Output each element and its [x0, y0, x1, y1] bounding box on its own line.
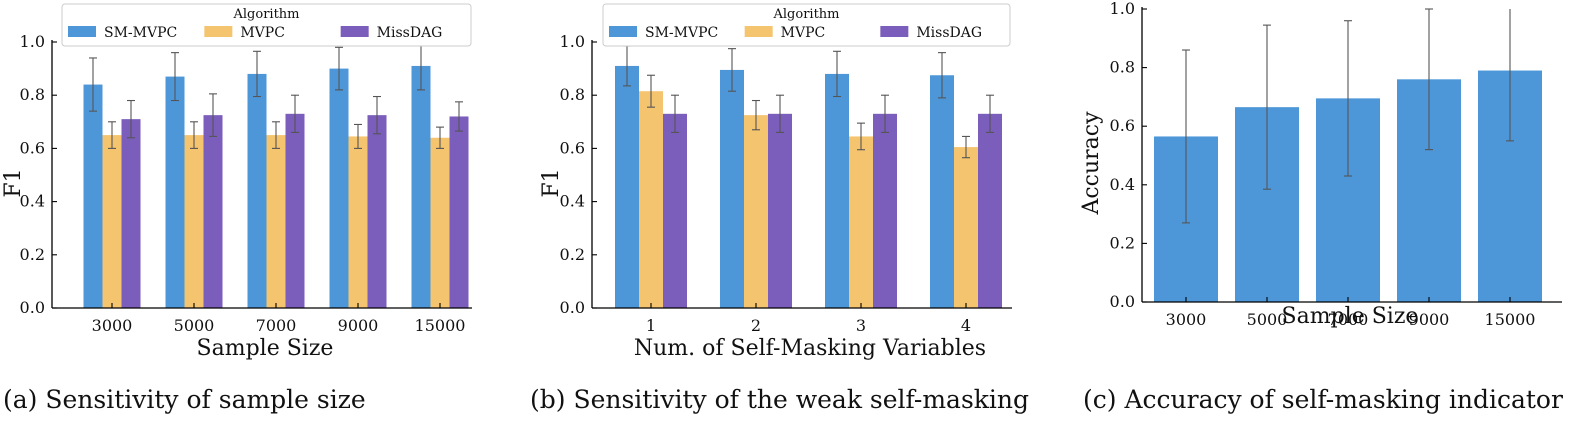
- caption-a: (a) Sensitivity of sample size: [3, 385, 366, 414]
- bar-missdag-5000: [203, 115, 223, 309]
- x-tick-label: 9000: [1409, 310, 1450, 329]
- x-tick-label: 5000: [174, 316, 215, 335]
- legend: Algorithm SM-MVPC MVPC MissDAG: [602, 3, 1011, 47]
- x-tick-label: 7000: [1328, 310, 1369, 329]
- x-axis-title: Sample Size: [197, 336, 334, 361]
- caption-b: (b) Sensitivity of the weak self-masking: [530, 385, 1029, 414]
- bar-missdag-15000: [449, 116, 469, 308]
- legend-swatch-mvpc: [204, 26, 233, 37]
- legend-title: Algorithm: [773, 7, 840, 22]
- y-tick-label: 0.4: [20, 192, 45, 211]
- legend-swatch-sm-mvpc: [609, 26, 637, 37]
- y-tick-label: 1.0: [560, 32, 585, 51]
- bar-sm-mvpc-5000: [165, 76, 185, 308]
- y-tick-label: 0.2: [1110, 233, 1135, 252]
- x-tick-label: 15000: [415, 316, 466, 335]
- x-tick-label: 1: [646, 316, 656, 335]
- bar-mvpc-15000: [430, 137, 450, 308]
- bar-mvpc-9000: [348, 136, 368, 308]
- bar-sm-mvpc-1: [615, 65, 639, 308]
- y-tick-label: 0.8: [20, 85, 45, 104]
- bar-mvpc-3000: [102, 135, 122, 308]
- y-tick-label: 0.8: [1110, 58, 1135, 77]
- legend: Algorithm SM-MVPC MVPC MissDAG: [61, 3, 472, 47]
- bar-mvpc-7000: [266, 135, 286, 308]
- y-axis-title: F1: [1, 168, 26, 197]
- y-axis-title: Accuracy: [1079, 111, 1104, 216]
- legend-swatch-missdag: [340, 26, 369, 37]
- chart-a: 0.0 0.2 0.4 0.6 0.8 1.0 3000 5000 7000 9000 15000 S…: [1, 3, 472, 414]
- bar-sm-mvpc-4: [930, 75, 954, 308]
- x-tick-label: 15000: [1485, 310, 1536, 329]
- legend-swatch-mvpc: [744, 26, 773, 37]
- bar-sm-mvpc-3: [825, 73, 849, 308]
- legend-swatch-sm-mvpc: [68, 26, 96, 37]
- bar-missdag-1: [663, 113, 687, 308]
- x-tick-label: 4: [961, 316, 971, 335]
- chart-c: 0.0 0.2 0.4 0.6 0.8 1.0 3000 5000 7000 9000 15000 S…: [1079, 0, 1563, 414]
- bar-missdag-3000: [121, 119, 141, 308]
- y-tick-label: 0.6: [560, 138, 585, 157]
- y-tick-label: 0.4: [560, 192, 585, 211]
- y-tick-label: 0.0: [1110, 292, 1135, 311]
- bar-missdag-9000: [367, 115, 387, 309]
- x-tick-label: 3000: [1166, 310, 1207, 329]
- bar-missdag-7000: [285, 113, 305, 308]
- bar-sm-mvpc-2: [720, 69, 744, 309]
- y-tick-label: 0.6: [20, 138, 45, 157]
- legend-title: Algorithm: [233, 7, 300, 22]
- bar-mvpc-3: [849, 136, 873, 308]
- bar-missdag-3: [873, 113, 897, 308]
- bar-mvpc-5000: [184, 135, 204, 308]
- bar-missdag-4: [978, 113, 1002, 308]
- legend-label-mvpc: MVPC: [240, 25, 285, 41]
- y-tick-label: 0.2: [20, 245, 45, 264]
- y-tick-label: 0.4: [1110, 175, 1135, 194]
- legend-swatch-missdag: [880, 26, 909, 37]
- x-tick-label: 5000: [1247, 310, 1288, 329]
- x-tick-label: 2: [751, 316, 761, 335]
- x-axis-title: Num. of Self-Masking Variables: [634, 336, 986, 361]
- legend-frame: [61, 3, 472, 47]
- y-tick-label: 1.0: [20, 32, 45, 51]
- bar-mvpc-2: [744, 115, 768, 309]
- bar-missdag-2: [768, 113, 792, 308]
- bar-mvpc-1: [639, 91, 663, 309]
- bar-sm-mvpc-7000: [247, 73, 267, 308]
- bar-sm-mvpc-9000: [329, 68, 349, 308]
- legend-label-missdag: MissDAG: [916, 25, 982, 41]
- y-axis-title: F1: [539, 168, 564, 197]
- y-tick-label: 0.6: [1110, 116, 1135, 135]
- y-tick-label: 0.8: [560, 85, 585, 104]
- legend-label-sm-mvpc: SM-MVPC: [645, 25, 718, 41]
- bar-sm-mvpc-15000: [411, 65, 431, 308]
- x-tick-label: 3: [856, 316, 866, 335]
- y-tick-label: 0.0: [20, 298, 45, 317]
- y-tick-label: 0.2: [560, 245, 585, 264]
- legend-label-mvpc: MVPC: [781, 25, 826, 41]
- bar-mvpc-4: [954, 147, 978, 308]
- x-tick-label: 7000: [256, 316, 297, 335]
- x-tick-label: 9000: [338, 316, 379, 335]
- legend-label-sm-mvpc: SM-MVPC: [104, 25, 177, 41]
- caption-c: (c) Accuracy of self-masking indicator: [1083, 385, 1563, 414]
- y-tick-label: 0.0: [560, 298, 585, 317]
- bar-sm-mvpc-3000: [83, 84, 103, 308]
- legend-label-missdag: MissDAG: [377, 25, 443, 41]
- y-tick-label: 1.0: [1110, 0, 1135, 18]
- x-axis-title: Sample Size: [1282, 304, 1419, 329]
- x-tick-label: 3000: [92, 316, 133, 335]
